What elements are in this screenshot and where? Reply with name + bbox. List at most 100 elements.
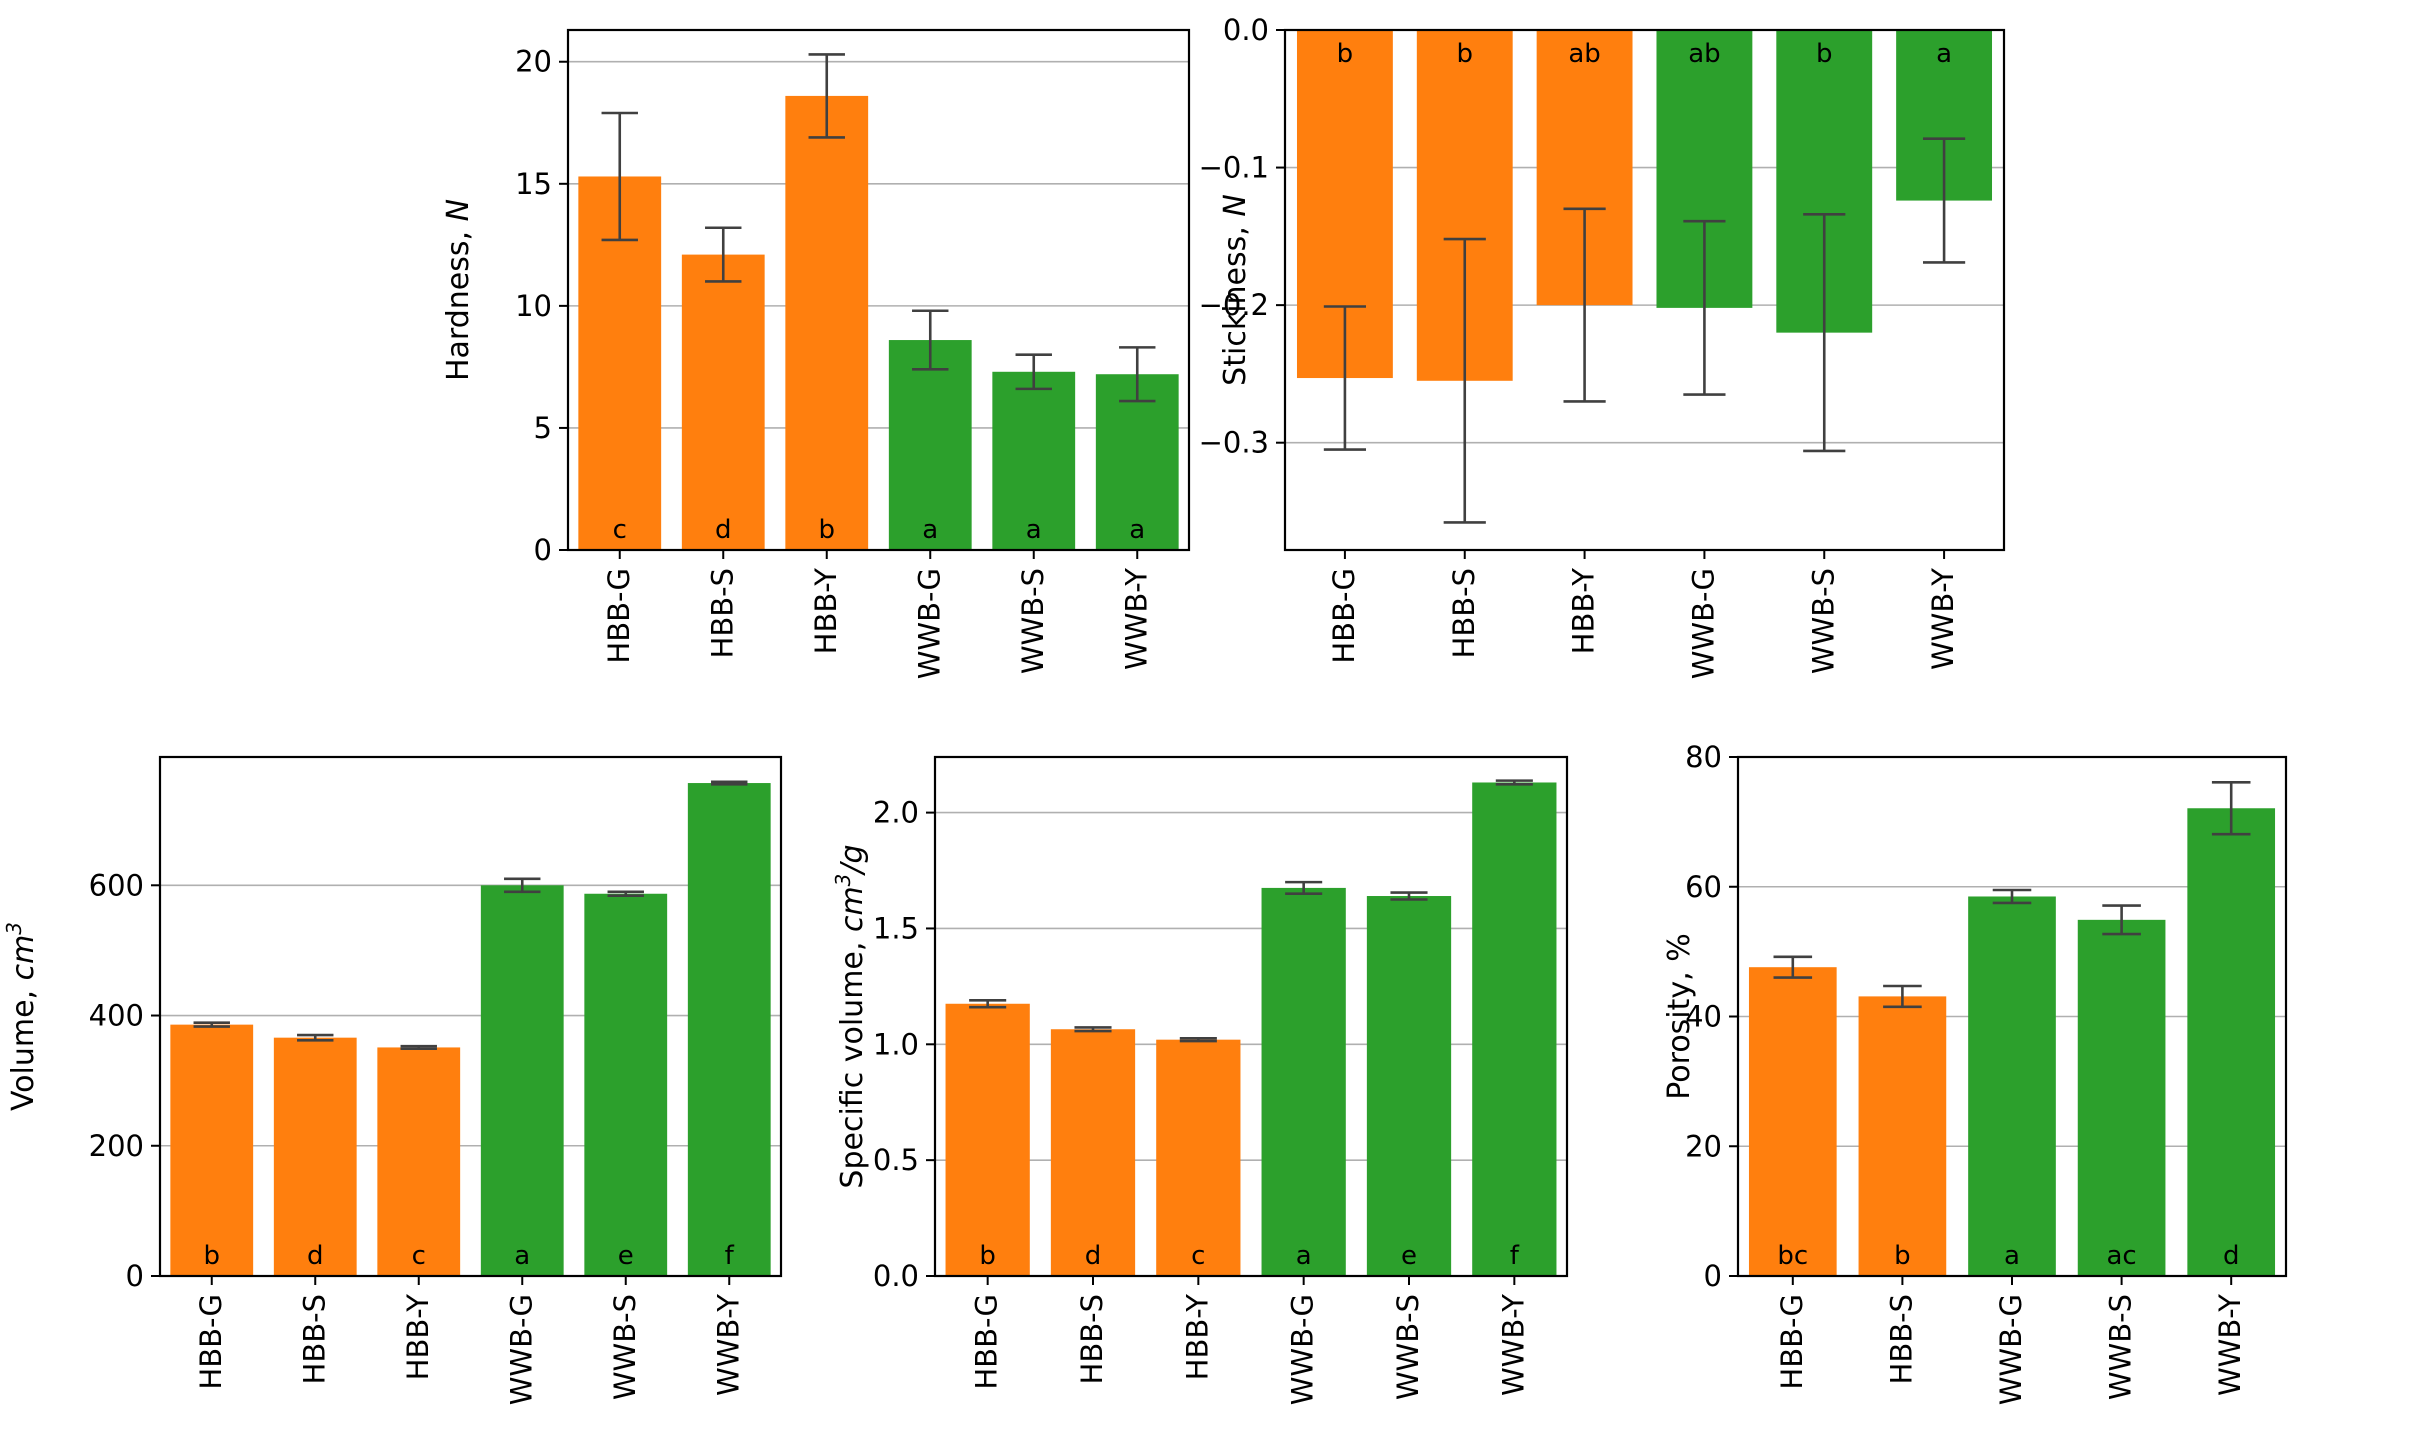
x-tick-label: WWB-S [1806, 568, 1840, 674]
significance-letter: d [1085, 1241, 1102, 1271]
significance-letter: f [725, 1241, 735, 1271]
y-tick-label: 40 [1685, 1000, 1722, 1034]
significance-letter: e [1401, 1241, 1417, 1271]
specific-volume-chart: b HBB-G d HBB-S c HBB-Y a WWB-G e WWB-S f WWB-Y 0.0 0… [831, 755, 1569, 1405]
hardness-chart: c HBB-G d HBB-S b HBB-Y a WWB-G a WWB-S a WWB-Y 0 5 10… [441, 28, 1191, 679]
axes-frame [566, 28, 1191, 552]
bar-wwb-g [480, 885, 564, 1276]
x-tick-label: WWB-Y [711, 1294, 745, 1396]
significance-letter: a [922, 515, 938, 545]
error-bar [297, 1033, 334, 1042]
significance-letter: b [979, 1241, 996, 1271]
error-bar [1443, 237, 1486, 524]
bar-hbb-g [170, 1024, 254, 1276]
x-tick-label: HBB-G [194, 1294, 228, 1390]
bar-wwb-s [584, 893, 668, 1276]
error-bar [1495, 779, 1533, 786]
significance-letter: ab [1688, 39, 1720, 69]
y-tick-label: 20 [1685, 1129, 1722, 1163]
x-tick-label: HBB-S [1447, 568, 1481, 658]
y-tick-label: 0.0 [1223, 13, 1269, 47]
bar-wwb-y [1472, 782, 1557, 1276]
x-tick-label: WWB-G [912, 568, 946, 679]
bar-hbb-s [273, 1037, 357, 1276]
error-bar [1803, 213, 1846, 453]
significance-letter: ac [2106, 1241, 2136, 1271]
significance-letter: d [2223, 1241, 2240, 1271]
y-axis-label: Stickiness, N [1218, 194, 1253, 386]
bar-wwb-y [1095, 374, 1179, 550]
error-bar [1179, 1036, 1217, 1043]
x-tick-label: WWB-Y [1496, 1294, 1530, 1396]
bar-hbb-s [681, 254, 765, 550]
significance-letter: a [2004, 1241, 2020, 1271]
y-tick-label: 1.5 [873, 911, 919, 945]
error-bar [969, 998, 1007, 1009]
x-tick-label: HBB-Y [1180, 1294, 1214, 1381]
error-bar [1992, 888, 2032, 905]
bar-hbb-g [945, 1003, 1030, 1276]
x-tick-label: HBB-Y [809, 568, 843, 655]
y-tick-label: 200 [89, 1129, 144, 1163]
significance-letter: b [1337, 39, 1354, 69]
significance-letter: f [1510, 1241, 1520, 1271]
bar-wwb-g [888, 340, 972, 550]
y-tick-label: 10 [515, 289, 552, 323]
y-tick-label: 1.0 [873, 1027, 919, 1061]
axes-frame [158, 755, 783, 1278]
significance-letter: a [514, 1241, 530, 1271]
y-tick-label: 600 [89, 868, 144, 902]
error-bar [601, 111, 638, 242]
significance-letter: e [618, 1241, 634, 1271]
x-tick-label: WWB-G [1994, 1294, 2028, 1405]
stickiness-chart: b HBB-G b HBB-S ab HBB-Y ab WWB-G b WWB-S a WWB-Y −0… [1199, 13, 2006, 679]
error-bar [1683, 219, 1726, 396]
y-axis-label: Specific volume, cm3/g [831, 844, 870, 1188]
significance-letter: ab [1568, 39, 1600, 69]
error-bar [607, 890, 644, 898]
error-bar [2102, 904, 2141, 936]
bar-hbb-s [1858, 996, 1947, 1276]
y-tick-label: −0.1 [1199, 151, 1269, 185]
x-tick-label: HBB-S [705, 568, 739, 658]
x-tick-label: WWB-Y [1119, 568, 1153, 670]
volume-chart: b HBB-G d HBB-S c HBB-Y a WWB-G e WWB-S f WWB-Y 0 200… [2, 755, 783, 1405]
significance-letter: b [1456, 39, 1473, 69]
bar-wwb-y [2187, 808, 2276, 1276]
bar-wwb-g [1968, 896, 2056, 1276]
error-bar [193, 1021, 230, 1028]
bar-hbb-y [785, 95, 869, 550]
error-bar [705, 226, 742, 283]
significance-letter: c [412, 1241, 426, 1271]
significance-letter: a [1026, 515, 1042, 545]
error-bar [1119, 346, 1156, 403]
y-tick-label: 0.0 [873, 1259, 919, 1293]
error-bar [912, 309, 949, 371]
error-bar [1883, 984, 1922, 1009]
error-bar [2211, 781, 2251, 836]
y-tick-label: −0.2 [1199, 288, 1269, 322]
error-bar [1015, 353, 1052, 391]
y-axis-label: Hardness, N [441, 199, 476, 381]
x-tick-label: HBB-S [1884, 1294, 1918, 1384]
significance-letter: b [818, 515, 835, 545]
y-tick-label: 400 [89, 999, 144, 1033]
bar-wwb-g [1261, 887, 1346, 1276]
error-bar [1773, 955, 1813, 979]
x-tick-label: WWB-S [608, 1294, 642, 1400]
x-tick-label: WWB-G [1286, 1294, 1320, 1405]
x-tick-label: WWB-S [2104, 1294, 2138, 1400]
x-tick-label: WWB-Y [2213, 1294, 2247, 1396]
x-tick-label: HBB-S [297, 1294, 331, 1384]
y-tick-label: 20 [515, 45, 552, 79]
y-tick-label: 0 [1704, 1259, 1722, 1293]
error-bar [1390, 891, 1428, 901]
bar-hbb-s [1050, 1029, 1136, 1276]
significance-letter: c [1191, 1241, 1205, 1271]
significance-letter: a [1936, 39, 1952, 69]
x-tick-label: WWB-S [1391, 1294, 1425, 1400]
porosity-chart: bc HBB-G b HBB-S a WWB-G ac WWB-S d WWB-Y 0 20 40 60 8… [1662, 740, 2288, 1405]
significance-letter: a [1296, 1241, 1312, 1271]
y-axis-label: Porosity, % [1662, 933, 1697, 1099]
bar-wwb-y [687, 783, 771, 1276]
